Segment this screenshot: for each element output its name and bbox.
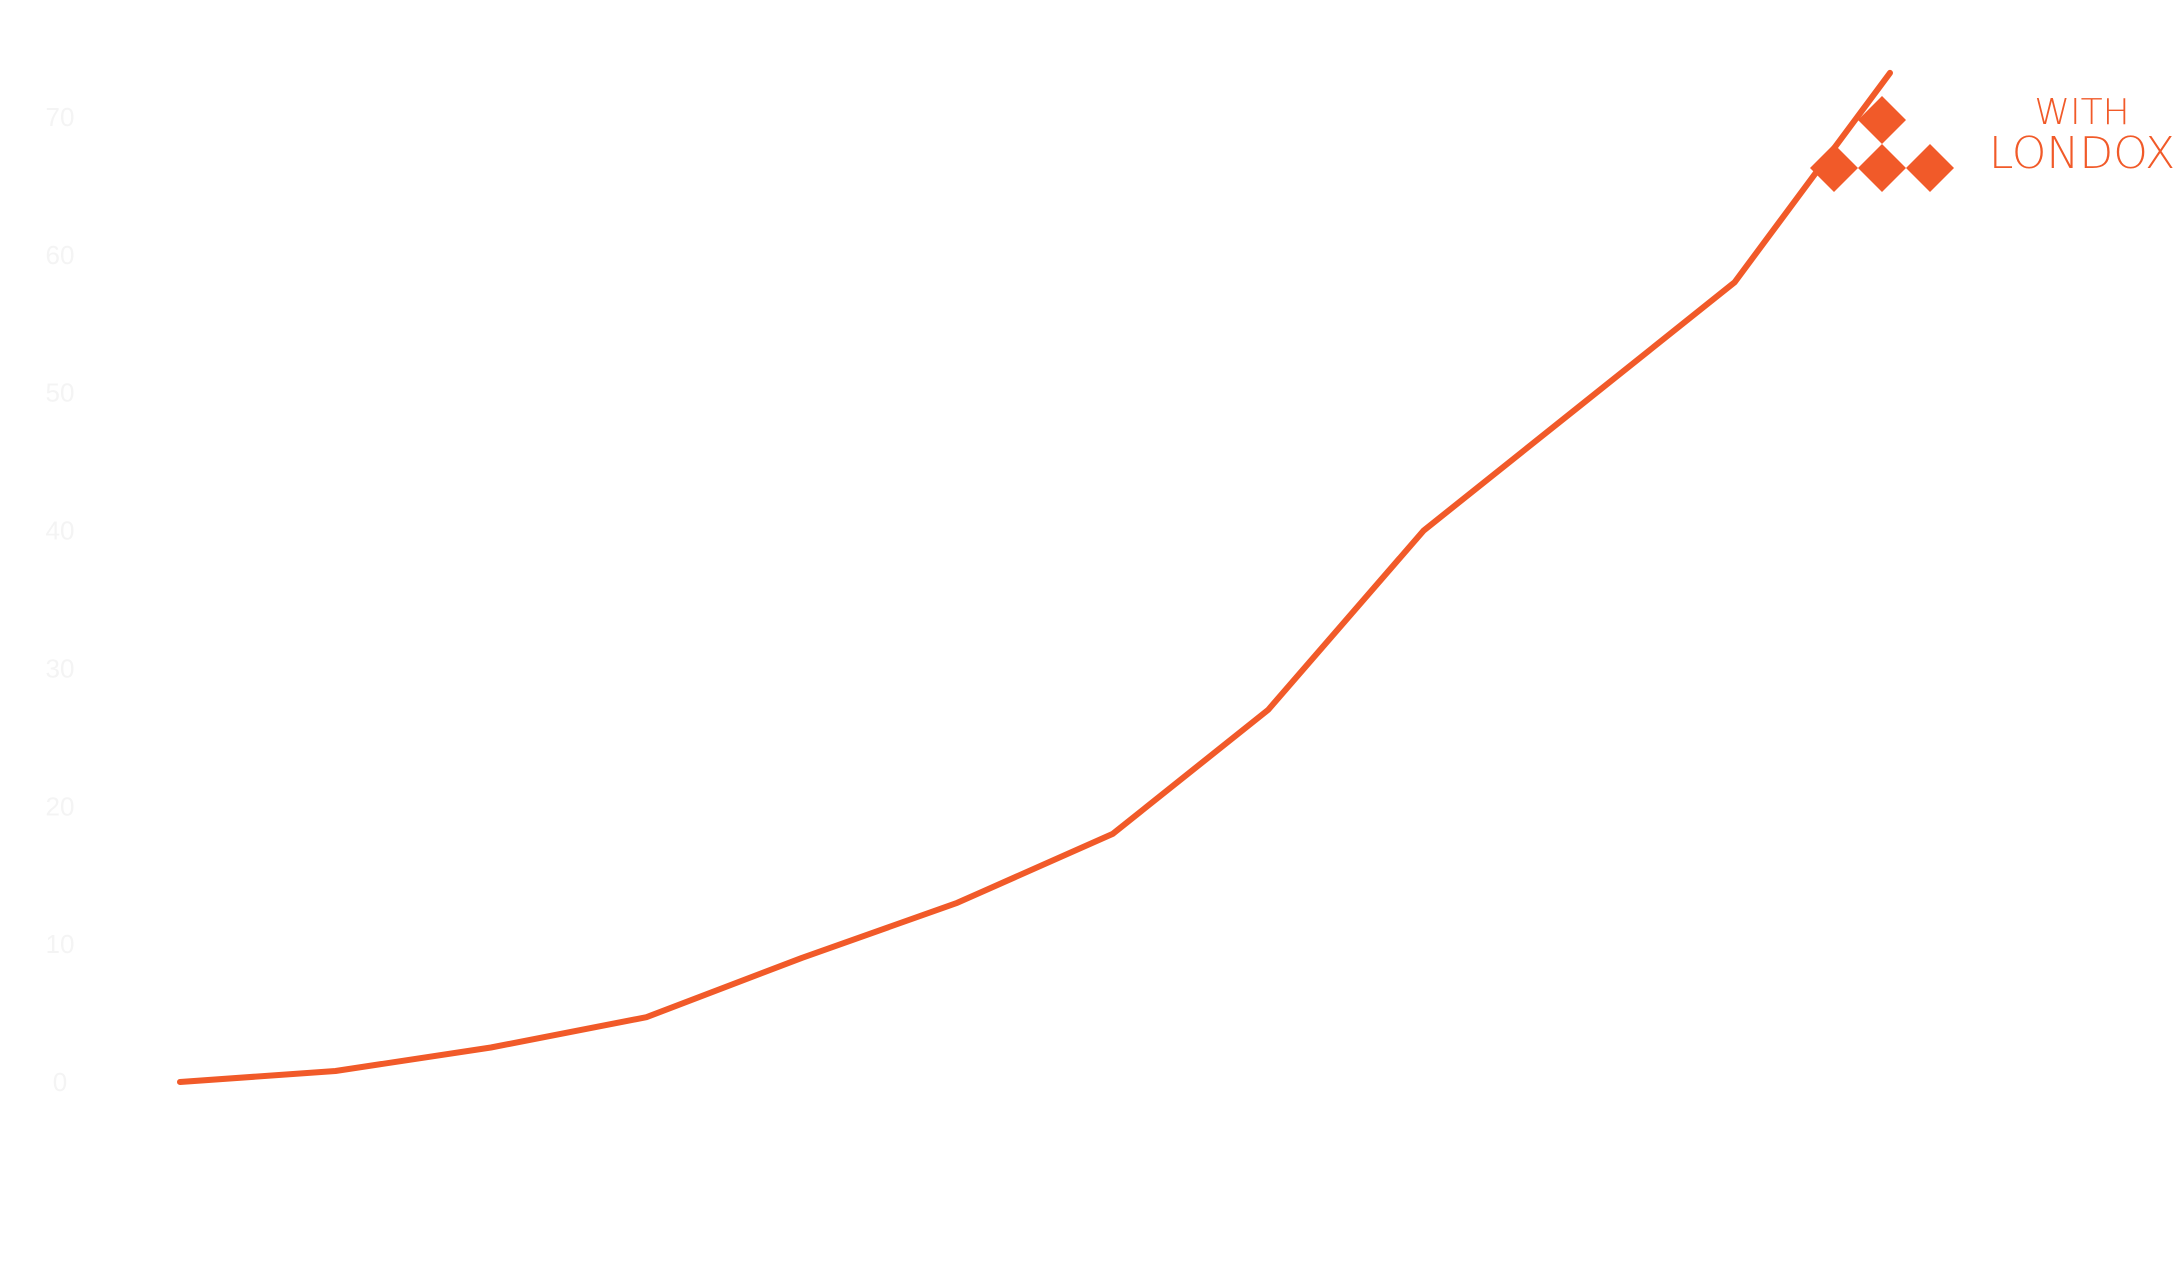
diamond-shape <box>1810 144 1858 192</box>
y-tick-label: 30 <box>46 653 75 683</box>
y-tick-label: 60 <box>46 240 75 270</box>
y-tick-label: 70 <box>46 102 75 132</box>
y-tick-label: 0 <box>53 1067 67 1097</box>
series-layer <box>177 69 1893 1085</box>
y-axis-ticks: 0 10 20 30 40 50 60 70 <box>46 102 75 1097</box>
legend: WITH LONDOX <box>1810 92 2175 192</box>
y-tick-label: 40 <box>46 516 75 546</box>
diamond-shape <box>1906 144 1954 192</box>
diamond-cluster-icon <box>1810 96 1954 192</box>
diamond-shape <box>1858 96 1906 144</box>
y-tick-label: 50 <box>46 378 75 408</box>
series-line <box>177 69 1893 1085</box>
legend-label: LONDOX <box>1989 128 2175 179</box>
y-tick-label: 10 <box>46 929 75 959</box>
y-tick-label: 20 <box>46 791 75 821</box>
legend-prefix: WITH <box>2034 92 2129 133</box>
diamond-shape <box>1858 144 1906 192</box>
